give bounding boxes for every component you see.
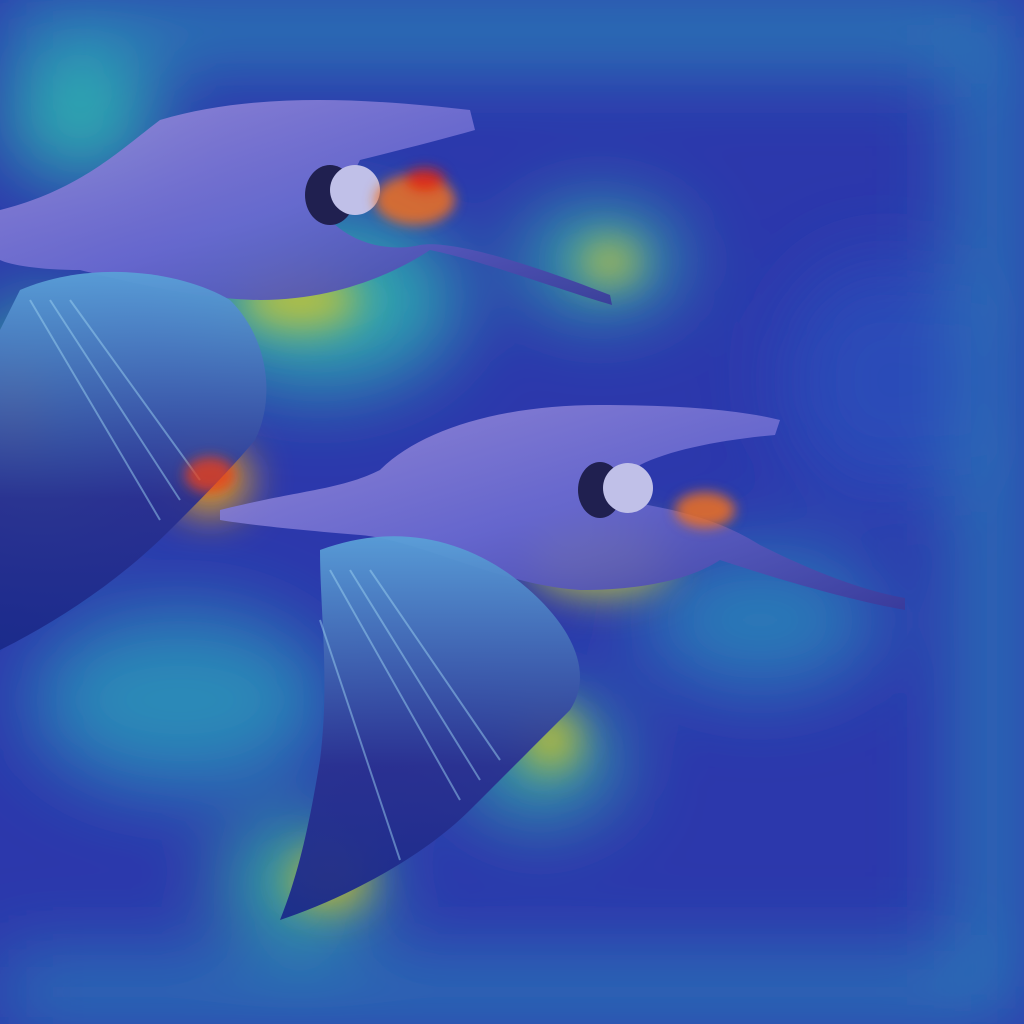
pelican-1 xyxy=(0,100,612,650)
heat-peaks xyxy=(185,168,735,528)
pelican-2 xyxy=(220,405,905,920)
